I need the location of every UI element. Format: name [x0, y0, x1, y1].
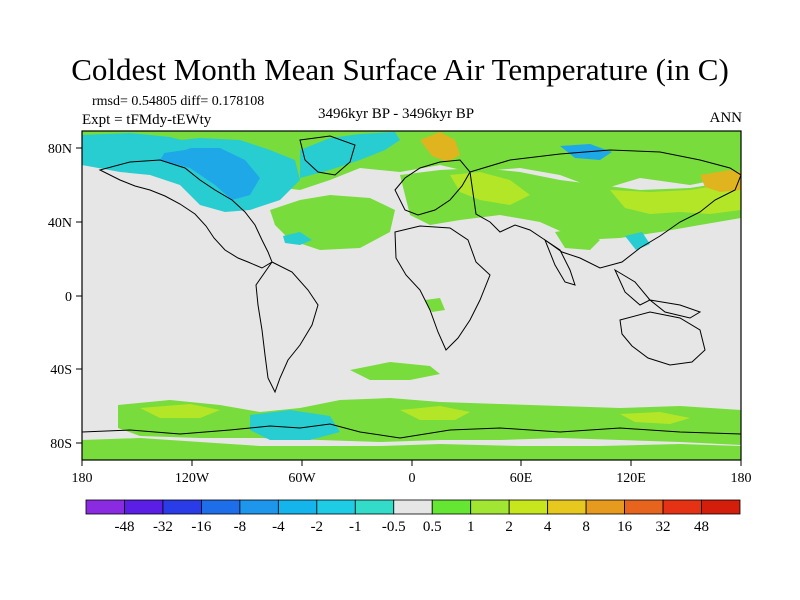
colorbar-label: 0.5 — [422, 519, 442, 535]
colorbar-label: 8 — [582, 519, 590, 535]
anomaly-canada-core — [160, 148, 260, 200]
anomaly-fields — [82, 131, 741, 460]
anomaly-antarctic-warm — [82, 438, 741, 460]
coast-north-america — [98, 159, 273, 269]
colorbar-label: 16 — [617, 519, 633, 535]
coast-australia — [619, 311, 706, 366]
colorbar-swatch — [431, 499, 472, 515]
anomaly-africa-spot — [425, 298, 445, 312]
x-tick-label: 180 — [731, 471, 752, 486]
y-axis-labels: 80N 40N 0 40S 80S — [48, 142, 72, 452]
x-tick-label: 0 — [409, 471, 416, 486]
y-tick-label: 80S — [50, 437, 72, 452]
anomaly-antarctic-cool — [250, 410, 340, 440]
colorbar-label: 32 — [655, 519, 671, 535]
season-label: ANN — [709, 110, 743, 126]
colorbar-swatch — [162, 499, 202, 515]
colorbar-swatch — [470, 499, 510, 515]
colorbar-label: 2 — [505, 519, 513, 535]
x-tick-label: 120E — [616, 471, 646, 486]
colorbar-label: -32 — [152, 519, 173, 535]
colorbar-swatch — [624, 499, 664, 515]
colorbar-swatch — [354, 499, 395, 515]
y-tick-label: 40S — [50, 363, 72, 378]
coast-southeast-asia — [613, 268, 702, 319]
colorbar-label: -8 — [233, 519, 247, 535]
colorbar-swatch — [316, 499, 356, 515]
y-tick-label: 40N — [48, 216, 72, 231]
period-label: 3496kyr BP - 3496kyr BP — [318, 106, 475, 122]
colorbar-swatch — [85, 499, 125, 515]
colorbar-swatch — [547, 499, 587, 515]
colorbar-swatch — [585, 499, 625, 515]
colorbar-swatch — [277, 499, 318, 515]
tick-marks — [76, 147, 742, 466]
coast-south-america — [255, 261, 319, 394]
stats-text: rmsd= 0.54805 diff= 0.178108 — [92, 94, 265, 109]
colorbar-swatch — [662, 499, 702, 515]
colorbar-label: -2 — [310, 519, 324, 535]
colorbar-swatch — [508, 499, 549, 515]
anomaly-asia-core — [610, 185, 741, 214]
anomaly-nw-pacific — [82, 133, 200, 160]
colorbar-swatch — [124, 499, 164, 515]
colorbar-label: 4 — [543, 519, 552, 535]
colorbar-swatch — [201, 499, 241, 515]
colorbar-label: -16 — [191, 519, 212, 535]
colorbar-label: -4 — [272, 519, 285, 535]
x-tick-label: 180 — [72, 471, 93, 486]
anomaly-southern-ocean-core — [140, 404, 690, 424]
y-tick-label: 0 — [65, 290, 72, 305]
coast-europe — [394, 159, 471, 216]
colorbar-swatch — [701, 499, 741, 515]
map-title: Coldest Month Mean Surface Air Temperatu… — [71, 52, 729, 87]
anomaly-scandinavia-hot — [420, 132, 460, 162]
coast-asia — [469, 149, 741, 269]
anomaly-atlantic-spot — [283, 232, 312, 245]
colorbar-swatch — [393, 499, 433, 515]
coast-antarctica — [82, 423, 741, 439]
coast-africa — [394, 225, 491, 351]
colorbar — [85, 499, 741, 515]
colorbar-label: 48 — [694, 519, 710, 535]
anomaly-atlantic-cool — [300, 132, 400, 178]
x-tick-label: 60E — [510, 471, 533, 486]
colorbar-label: -1 — [349, 519, 362, 535]
anomaly-south-atlantic — [350, 362, 440, 380]
anomaly-siberia-hot — [700, 170, 741, 192]
y-tick-label: 80N — [48, 142, 72, 157]
coast-india — [543, 238, 576, 286]
anomaly-eurasia-core — [450, 172, 530, 205]
experiment-label: Expt = tFMdy-tEWty — [82, 112, 212, 128]
colorbar-label: 1 — [466, 519, 475, 535]
colorbar-label: -48 — [114, 519, 135, 535]
x-tick-label: 60W — [288, 471, 316, 486]
coast-greenland — [299, 135, 356, 176]
anomaly-south-asia — [555, 228, 600, 250]
x-axis-labels: 180 120W 60W 0 60E 120E 180 — [72, 471, 752, 486]
colorbar-swatch — [239, 499, 279, 515]
x-tick-label: 120W — [175, 471, 210, 486]
colorbar-label: -0.5 — [381, 519, 406, 535]
coastlines — [82, 135, 741, 439]
